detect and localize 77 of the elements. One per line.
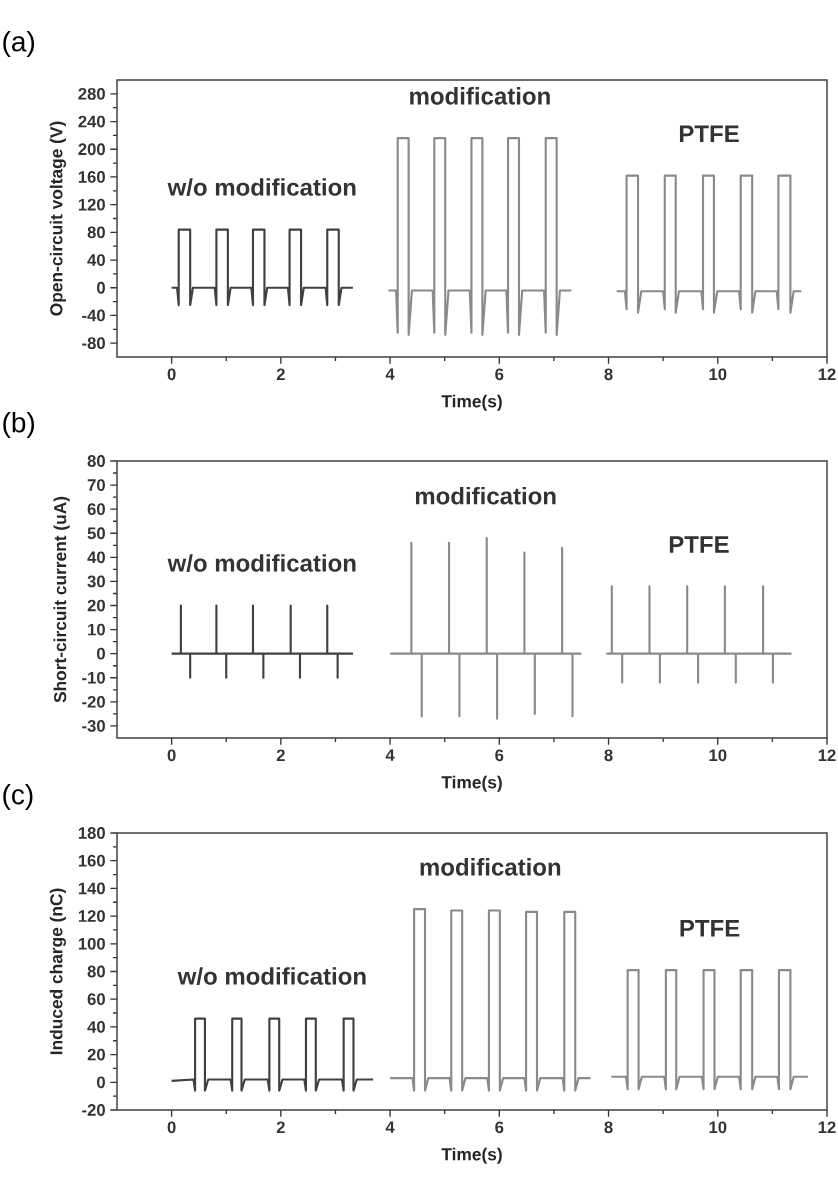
y-tick-label: -10	[82, 671, 105, 684]
y-tick-label: 240	[78, 115, 105, 128]
x-tick-label: 12	[818, 368, 836, 381]
x-tick-label: 12	[818, 749, 836, 762]
x-tick-label: 2	[276, 1121, 285, 1134]
y-tick-label: 0	[97, 647, 105, 660]
y-tick-label: -80	[82, 337, 105, 350]
y-tick-label: 30	[87, 575, 105, 588]
y-axis-title: Short-circuit current (uA)	[53, 496, 70, 703]
y-tick-label: 120	[78, 910, 105, 922]
series-label: PTFE	[679, 125, 739, 143]
x-tick-label: 10	[709, 1121, 727, 1134]
series-label: modification	[410, 87, 550, 105]
y-tick-label: 20	[87, 1048, 105, 1061]
x-tick-label: 6	[495, 368, 504, 381]
x-tick-label: 8	[604, 1121, 613, 1134]
y-tick-label: 280	[78, 87, 105, 100]
y-tick-label: 180	[78, 827, 105, 839]
x-tick-label: 8	[604, 368, 613, 381]
line-series	[387, 137, 573, 336]
y-tick-label: 80	[87, 455, 105, 467]
y-tick-label: 80	[87, 965, 105, 978]
y-tick-label: 40	[87, 1021, 105, 1033]
x-tick-label: 4	[385, 368, 395, 380]
y-tick-label: 70	[87, 479, 105, 491]
y-tick-label: 0	[97, 281, 105, 294]
line-series	[389, 537, 583, 720]
chart-title: (c)	[3, 783, 33, 811]
y-tick-label: 140	[78, 882, 105, 895]
y-tick-label: 60	[87, 993, 105, 1006]
x-tick-label: 6	[495, 749, 504, 762]
series-label: w/o modification	[177, 967, 366, 986]
x-axis-title: Time(s)	[441, 775, 502, 792]
y-tick-label: 160	[78, 171, 105, 183]
y-tick-label: -20	[82, 695, 105, 708]
chart-title: (a)	[3, 30, 35, 58]
x-tick-label: 4	[385, 749, 395, 761]
y-tick-label: 40	[87, 254, 105, 266]
y-tick-label: 50	[87, 527, 105, 540]
x-tick-label: 6	[495, 1121, 504, 1134]
y-tick-label: 80	[87, 226, 105, 239]
y-tick-label: -30	[82, 720, 105, 732]
y-axis-title: Open-circuit voltage (V)	[49, 121, 66, 316]
legend-label: w/o modification	[167, 554, 356, 573]
y-tick-label: 20	[87, 599, 105, 612]
line-series	[615, 174, 803, 314]
y-tick-label: -20	[82, 1104, 105, 1116]
chart-title: (b)	[3, 411, 35, 439]
series-label: PTFE	[680, 920, 740, 937]
x-tick-label: 2	[276, 368, 285, 381]
x-tick-label: 2	[276, 749, 285, 762]
y-tick-label: 0	[97, 1076, 105, 1089]
y-tick-label: 160	[78, 854, 105, 867]
y-tick-label: 60	[87, 503, 105, 516]
y-axis-title: Induced charge (nC)	[49, 888, 66, 1055]
x-tick-label: 0	[167, 749, 176, 762]
x-tick-label: 0	[167, 368, 176, 381]
series-label: modification	[415, 486, 556, 505]
series-label: modification	[420, 858, 561, 876]
x-tick-label: 8	[604, 749, 613, 762]
x-axis-title: Time(s)	[441, 1147, 502, 1164]
y-tick-label: 40	[87, 551, 105, 564]
x-tick-label: 0	[167, 1121, 176, 1134]
x-tick-label: 4	[385, 1121, 395, 1133]
x-tick-label: 12	[818, 1121, 836, 1134]
x-tick-label: 10	[709, 749, 727, 762]
y-tick-label: -40	[82, 309, 105, 322]
legend-label: w/o modification	[167, 178, 356, 197]
line-series	[389, 908, 592, 1092]
line-series	[170, 1017, 375, 1092]
series-label: PTFE	[669, 536, 729, 553]
y-tick-label: 120	[78, 198, 105, 211]
y-tick-label: 100	[78, 937, 105, 950]
y-tick-label: 10	[88, 623, 105, 636]
x-axis-title: Time(s)	[441, 394, 502, 411]
x-tick-label: 10	[709, 368, 727, 381]
y-tick-label: 200	[78, 143, 105, 156]
